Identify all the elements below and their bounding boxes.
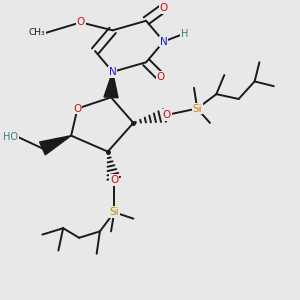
Text: N: N: [109, 67, 116, 77]
Text: CH₃: CH₃: [29, 28, 46, 38]
Text: N: N: [160, 37, 168, 46]
Text: O: O: [110, 175, 118, 185]
Text: Si: Si: [192, 103, 202, 113]
Text: O: O: [163, 110, 171, 120]
Text: O: O: [156, 72, 165, 82]
Text: O: O: [74, 103, 82, 113]
Text: O: O: [76, 17, 85, 27]
Text: O: O: [160, 3, 168, 13]
Text: HO: HO: [4, 132, 19, 142]
Text: H: H: [181, 28, 188, 38]
Polygon shape: [104, 72, 118, 98]
Polygon shape: [40, 136, 71, 155]
Text: Si: Si: [110, 207, 119, 217]
